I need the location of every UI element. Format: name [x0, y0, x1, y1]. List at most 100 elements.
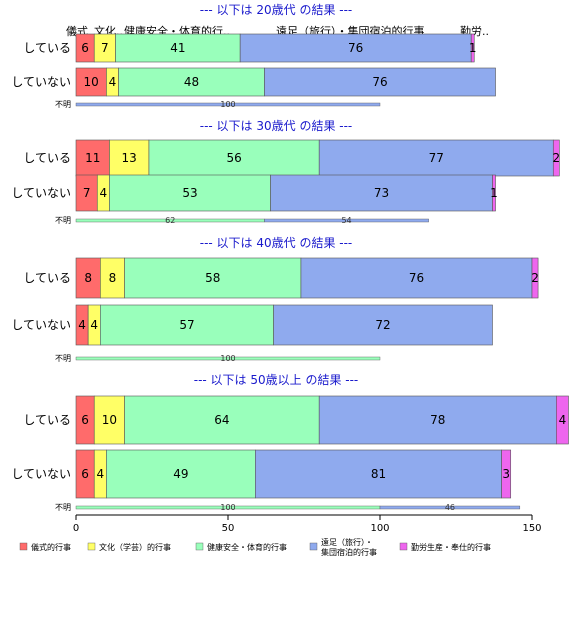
unknown-bar-segment [379, 505, 521, 510]
legend-label: 文化（学芸）的行事 [99, 542, 171, 552]
bar-segment [255, 449, 502, 499]
segment-value: 76 [409, 271, 424, 285]
unknown-label: 不明 [55, 354, 71, 363]
segment-value: 56 [226, 151, 241, 165]
row-label: していない [11, 467, 71, 481]
bar-segment [239, 33, 472, 63]
segment-value: 81 [371, 467, 386, 481]
bar-segment [492, 174, 496, 212]
unknown-label: 不明 [55, 100, 71, 109]
segment-value: 76 [348, 41, 363, 55]
bar-segment [124, 257, 302, 299]
segment-value: 4 [96, 467, 104, 481]
segment-value: 4 [100, 186, 108, 200]
segment-value: 2 [552, 151, 560, 165]
unknown-value: 62 [165, 216, 175, 225]
row-label: している [23, 413, 71, 427]
legend-swatch [309, 542, 318, 551]
row-label: していない [11, 318, 71, 332]
bar-segment [270, 174, 493, 212]
unknown-bar-segment [75, 356, 381, 361]
unknown-value: 100 [220, 503, 235, 512]
bar-segment [75, 67, 107, 97]
segment-value: 3 [502, 467, 510, 481]
x-tick-label: 0 [73, 523, 79, 534]
bar-segment [109, 174, 271, 212]
bar-segment [264, 67, 496, 97]
bar-segment [470, 33, 475, 63]
legend-label: 勤労生産・奉仕的行事 [411, 542, 491, 552]
unknown-value: 100 [220, 354, 235, 363]
segment-value: 6 [81, 467, 89, 481]
segment-value: 2 [531, 271, 539, 285]
segment-value: 13 [122, 151, 137, 165]
x-tick-label: 50 [222, 523, 235, 534]
bar-segment [124, 395, 320, 445]
bar-segment [501, 449, 512, 499]
bar-segment [115, 33, 241, 63]
segment-value: 76 [372, 75, 387, 89]
segment-value: 4 [90, 318, 98, 332]
segment-value: 64 [214, 413, 229, 427]
segment-value: 10 [102, 413, 117, 427]
legend-label: 健康安全・体育的行事 [207, 542, 287, 552]
segment-value: 4 [559, 413, 567, 427]
unknown-label: 不明 [55, 216, 71, 225]
unknown-value: 46 [445, 503, 455, 512]
panel-title: --- 以下は 20歳代 の結果 --- [200, 3, 353, 17]
bar-segment [118, 67, 265, 97]
row-label: している [23, 41, 71, 55]
segment-value: 4 [78, 318, 86, 332]
x-tick-label: 100 [370, 523, 389, 534]
segment-value: 1 [469, 41, 477, 55]
row-label: している [23, 151, 71, 165]
legend-swatch [19, 542, 28, 551]
segment-value: 53 [182, 186, 197, 200]
unknown-bar-segment [75, 102, 381, 107]
bar-segment [106, 449, 256, 499]
bar-segment [556, 395, 569, 445]
segment-value: 72 [375, 318, 390, 332]
x-tick-label: 150 [522, 523, 541, 534]
bar-segment [318, 139, 554, 177]
legend-label: 遠足（旅行）・ [321, 537, 373, 547]
bar-segment [93, 395, 125, 445]
segment-value: 4 [109, 75, 117, 89]
segment-value: 78 [430, 413, 445, 427]
segment-value: 7 [101, 41, 109, 55]
bar-segment [300, 257, 533, 299]
bar-segment [273, 304, 493, 346]
panel-title: --- 以下は 30歳代 の結果 --- [200, 119, 353, 133]
unknown-value: 100 [220, 100, 235, 109]
bar-segment [148, 139, 320, 177]
bar-segment [531, 257, 539, 299]
row-label: していない [11, 75, 71, 89]
legend-swatch [195, 542, 204, 551]
segment-value: 8 [109, 271, 117, 285]
unknown-bar-segment [264, 218, 429, 223]
row-label: している [23, 271, 71, 285]
segment-value: 57 [179, 318, 194, 332]
bar-segment [552, 139, 560, 177]
bar-segment [75, 257, 101, 299]
segment-value: 1 [490, 186, 498, 200]
legend-label: 集団宿泊的行事 [321, 547, 377, 557]
legend-swatch [399, 542, 408, 551]
segment-value: 41 [170, 41, 185, 55]
legend-swatch [87, 542, 96, 551]
segment-value: 6 [81, 413, 89, 427]
unknown-label: 不明 [55, 503, 71, 512]
segment-value: 58 [205, 271, 220, 285]
panel-title: --- 以下は 40歳代 の結果 --- [200, 236, 353, 250]
segment-value: 8 [84, 271, 92, 285]
segment-value: 11 [85, 151, 100, 165]
segment-value: 7 [83, 186, 91, 200]
segment-value: 77 [429, 151, 444, 165]
segment-value: 49 [173, 467, 188, 481]
segment-value: 10 [84, 75, 99, 89]
panel-title: --- 以下は 50歳以上 の結果 --- [194, 373, 359, 387]
legend-label: 儀式的行事 [31, 542, 71, 552]
segment-value: 6 [81, 41, 89, 55]
row-label: していない [11, 186, 71, 200]
